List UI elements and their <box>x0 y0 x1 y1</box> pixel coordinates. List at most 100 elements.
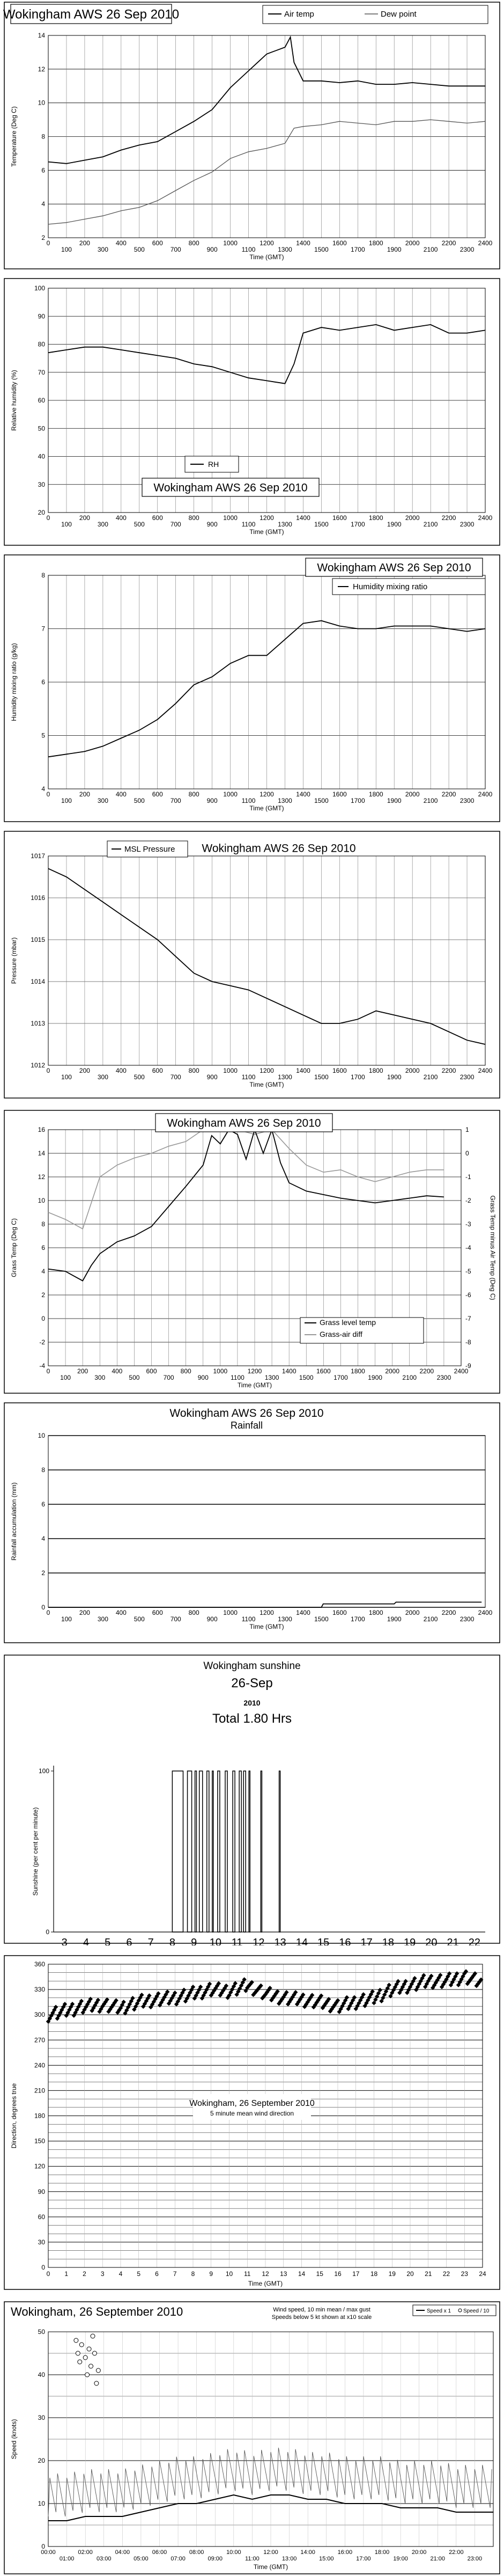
legend-entry: Grass level temp <box>320 1318 376 1327</box>
x-tick-label: 2400 <box>478 1067 493 1074</box>
x-tick-label: 100 <box>61 521 72 528</box>
x-tick-label: 2300 <box>460 521 475 528</box>
x-tick-label: 1300 <box>278 1073 292 1081</box>
sunshine-bar <box>212 1770 214 1933</box>
x-tick-label: 8 <box>191 2270 195 2278</box>
y-right-tick-label: -4 <box>465 1244 471 1252</box>
x-tick-label: 19 <box>404 1937 416 1945</box>
plot-area <box>48 1964 483 2268</box>
y-tick-label: 12 <box>38 65 46 73</box>
x-tick-label: 1200 <box>260 514 274 522</box>
y-axis-label: Rainfall accumulation (mm) <box>10 1482 18 1560</box>
y-tick-label: 0 <box>46 1928 49 1936</box>
chart-frame <box>4 278 500 546</box>
y-tick-label: 100 <box>34 284 45 292</box>
x-tick-label: 400 <box>112 1367 122 1375</box>
chart-title: Wokingham sunshine <box>203 1660 300 1672</box>
x-tick-label: 2000 <box>385 1367 399 1375</box>
x-tick-label: 700 <box>171 797 181 804</box>
x-tick-label: 2000 <box>405 514 420 522</box>
x-tick-label: 5 <box>137 2270 140 2278</box>
x-tick-label: 1400 <box>296 1067 310 1074</box>
x-tick-label: 17 <box>361 1937 373 1945</box>
y-axis-label: Grass Temp (Deg C) <box>10 1218 18 1277</box>
x-tick-label: 300 <box>98 521 108 528</box>
x-tick-label: 300 <box>98 246 108 253</box>
y-right-tick-label: 0 <box>465 1150 469 1157</box>
y-tick-label: 6 <box>41 166 45 174</box>
x-tick-label: 1800 <box>369 514 383 522</box>
x-tick-label: 1000 <box>213 1367 227 1375</box>
x-tick-label: 1900 <box>387 521 402 528</box>
x-tick-label: 200 <box>79 239 90 247</box>
chart-year: 2010 <box>243 1699 260 1707</box>
y-tick-label: 1012 <box>31 1062 45 1069</box>
y-tick-label: 20 <box>38 2457 46 2464</box>
x-axis-label: Time (GMT) <box>254 2563 288 2571</box>
x-tick-label: 1400 <box>296 791 310 798</box>
x-tick-label: 1000 <box>223 239 238 247</box>
x-tick-label: 900 <box>207 246 218 253</box>
x-tick-label: 100 <box>61 1073 72 1081</box>
x-tick-label: 20 <box>425 1937 437 1945</box>
x-tick-label: 2000 <box>405 791 420 798</box>
x-tick-label: 1600 <box>332 514 347 522</box>
y-tick-label: 5 <box>41 732 45 740</box>
x-tick-label: 1500 <box>299 1374 314 1381</box>
direction-point <box>344 1995 350 2000</box>
legend-entry: Grass-air diff <box>320 1330 362 1338</box>
legend-entry: RH <box>208 460 219 469</box>
y-axis-label: Pressure (mbar) <box>10 938 18 984</box>
x-tick-label: 1400 <box>296 239 310 247</box>
y-tick-label: 8 <box>41 1466 45 1474</box>
legend <box>412 2304 496 2316</box>
x-tick-label: 1500 <box>314 521 329 528</box>
x-tick-label: 1900 <box>387 1615 402 1623</box>
x-axis-label: Time (GMT) <box>249 528 284 536</box>
direction-point <box>326 1996 331 2002</box>
y-tick-label: 300 <box>34 2011 45 2018</box>
x-tick-label: 300 <box>98 1073 108 1081</box>
y-tick-label: 1016 <box>31 894 45 902</box>
y-tick-label: 6 <box>41 1501 45 1508</box>
sunshine-bar <box>187 1770 192 1933</box>
chart-wind-speed: 0 10 20 30 40 50 00:00 02:00 04:00 06:00 08:00 10:0… <box>4 2301 500 2574</box>
y-axis-label: Humidity mixing ratio (g/kg) <box>10 643 18 721</box>
y-tick-label: 2 <box>41 1291 45 1299</box>
x-tick-label: 00:00 <box>41 2549 56 2556</box>
x-tick-label: 1300 <box>278 246 292 253</box>
x-tick-label: 1500 <box>314 1615 329 1623</box>
chart-title: Wokingham AWS 26 Sep 2010 <box>169 1407 323 1419</box>
x-tick-label: 23 <box>461 2270 469 2278</box>
x-tick-label: 1800 <box>369 791 383 798</box>
x-tick-label: 1800 <box>369 239 383 247</box>
plot-area <box>48 35 486 238</box>
y-tick-label: 14 <box>38 1150 46 1157</box>
x-tick-label: 3 <box>101 2270 105 2278</box>
x-tick-label: 2400 <box>478 791 493 798</box>
x-tick-label: 09:00 <box>207 2556 223 2562</box>
plot-area <box>48 288 486 513</box>
plot-area <box>48 855 486 1066</box>
x-tick-label: 900 <box>207 1615 218 1623</box>
x-tick-label: 1700 <box>351 521 365 528</box>
x-tick-label: 800 <box>189 791 199 798</box>
legend-entry: Speed / 10 <box>463 2308 490 2314</box>
x-tick-label: 100 <box>61 1615 72 1623</box>
x-tick-label: 2100 <box>424 1073 438 1081</box>
x-tick-label: 17 <box>352 2270 360 2278</box>
x-tick-label: 1300 <box>265 1374 279 1381</box>
y-right-tick-label: -2 <box>465 1197 471 1204</box>
x-tick-label: 400 <box>116 791 127 798</box>
speed-div10-point <box>85 2372 90 2377</box>
x-tick-label: 700 <box>164 1374 174 1381</box>
x-tick-label: 800 <box>189 1067 199 1074</box>
sunshine-bar <box>248 1770 251 1933</box>
chart-title: Wokingham AWS 26 Sep 2010 <box>167 1117 321 1130</box>
x-tick-label: 5 <box>105 1937 110 1945</box>
x-tick-label: 15 <box>316 2270 324 2278</box>
speed-div10-point <box>77 2359 83 2365</box>
x-tick-label: 08:00 <box>189 2549 204 2556</box>
